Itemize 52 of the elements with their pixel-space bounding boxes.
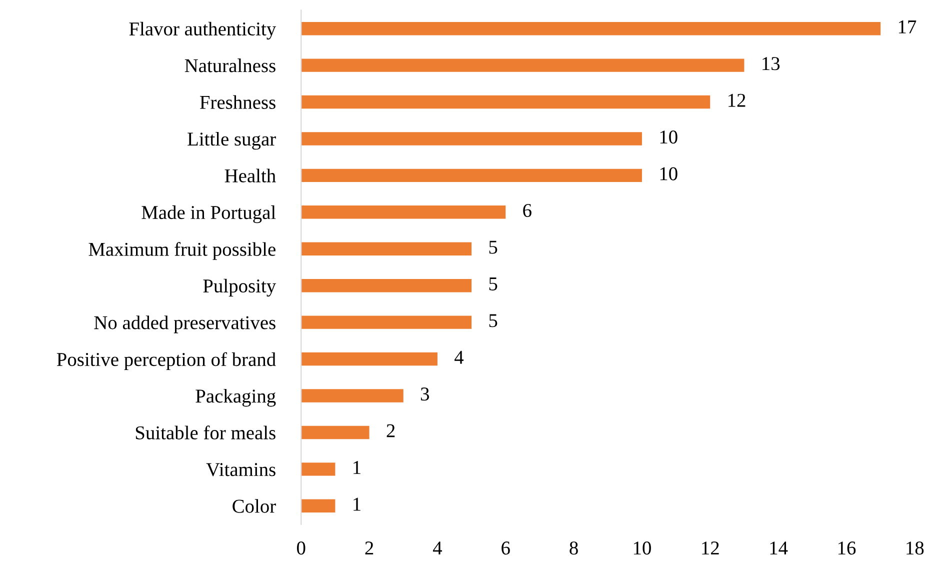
y-tick-label: Color — [232, 499, 276, 513]
y-tick-label: Flavor authenticity — [129, 22, 276, 40]
bar — [301, 499, 336, 513]
x-tick-label: 0 — [297, 541, 306, 555]
y-tick-label: Suitable for meals — [136, 426, 276, 440]
x-tick-label: 4 — [432, 542, 442, 554]
bar — [301, 316, 472, 329]
x-tick-label: 10 — [634, 541, 651, 555]
data-label: 10 — [660, 167, 678, 180]
x-tick-label: 12 — [702, 542, 719, 554]
x-tick-label: 2 — [365, 542, 374, 554]
bar — [301, 426, 370, 440]
y-tick-label: Positive perception of brand — [56, 352, 276, 370]
y-tick-label: Vitamins — [206, 463, 276, 476]
bar — [301, 132, 642, 146]
data-label: 13 — [762, 57, 780, 70]
x-tick-label: 16 — [838, 542, 856, 555]
y-tick-label: Health — [224, 168, 276, 182]
data-label: 3 — [420, 388, 430, 401]
y-tick-label: Little sugar — [188, 132, 276, 150]
data-label: 10 — [660, 130, 678, 144]
data-label: 17 — [898, 20, 916, 34]
y-tick-label: No added preservatives — [94, 316, 276, 334]
x-tick-label: 14 — [770, 542, 788, 554]
bar — [301, 22, 881, 36]
data-label: 5 — [489, 314, 498, 328]
bar — [301, 242, 472, 256]
y-tick-label: Freshness — [200, 95, 276, 109]
bar — [301, 206, 506, 219]
data-label: 12 — [728, 94, 746, 107]
y-tick-label: Maximum fruit possible — [88, 242, 276, 260]
y-tick-label: Pulposity — [203, 278, 276, 297]
data-label: 1 — [354, 461, 360, 474]
bar — [301, 352, 438, 366]
data-label: 6 — [523, 204, 532, 218]
x-tick-label: 18 — [906, 541, 924, 555]
data-label: 4 — [454, 350, 464, 364]
bar — [301, 95, 710, 109]
y-tick-label: Made in Portugal — [142, 205, 276, 224]
data-label: 1 — [354, 498, 360, 511]
y-tick-label: Packaging — [196, 389, 276, 407]
data-label: 2 — [386, 424, 395, 438]
bar — [301, 389, 404, 402]
bar — [301, 58, 744, 72]
bar — [301, 462, 336, 476]
data-label: 5 — [489, 240, 498, 254]
bar — [301, 278, 472, 292]
x-tick-label: 6 — [502, 542, 510, 555]
bar — [301, 168, 642, 182]
data-label: 5 — [489, 278, 498, 290]
x-tick-label: 8 — [570, 541, 578, 555]
y-tick-label: Naturalness — [184, 58, 276, 72]
